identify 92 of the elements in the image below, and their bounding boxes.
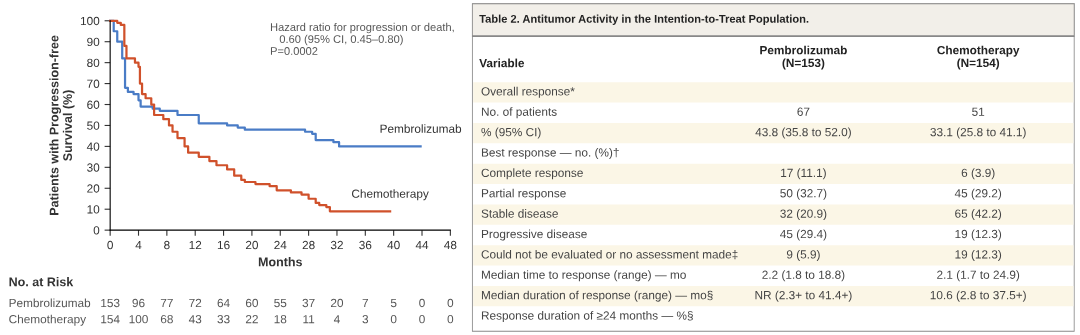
text: 33: [217, 315, 230, 324]
text: 43.8 (35.8 to 52.0): [755, 127, 851, 139]
x-tick-label: 28: [302, 240, 315, 250]
text: 154: [101, 315, 120, 324]
y-tick-label: 30: [87, 163, 100, 172]
y-tick-label: 50: [87, 121, 100, 130]
text: 100: [129, 315, 148, 324]
category-label: Could not be evaluated or no assessment made‡: [481, 249, 738, 260]
text: 11: [303, 315, 315, 324]
x-tick-label: 24: [274, 240, 287, 250]
x-tick-label: 44: [415, 241, 429, 250]
category-label: Partial response: [481, 188, 566, 200]
text: No. at Risk: [9, 277, 74, 287]
y-tick-label: 60: [87, 100, 100, 109]
x-tick-label: 12: [189, 240, 202, 250]
text: 10.6 (2.8 to 37.5+): [930, 290, 1026, 302]
text: 22: [245, 315, 258, 324]
y-tick-label: 10: [87, 205, 100, 214]
x-tick-label: 0: [107, 240, 113, 250]
y-tick-label: 40: [86, 142, 100, 151]
text: 33.1 (25.8 to 41.1): [930, 127, 1026, 139]
text: 32 (20.9): [780, 209, 827, 221]
text: 4: [333, 315, 340, 324]
category-label: No. of patients: [481, 107, 557, 119]
text: 43: [188, 315, 202, 324]
x-tick-label: 20: [245, 240, 259, 250]
text: 0: [390, 315, 397, 324]
text: 5: [390, 298, 397, 308]
x-tick-label: 16: [217, 240, 230, 250]
category-label: Chemotherapy: [9, 314, 87, 326]
text: 0: [447, 298, 454, 308]
x-tick-label: 4: [135, 241, 142, 250]
y-tick-label: 90: [87, 37, 100, 47]
text: 68: [160, 315, 173, 324]
series-label: Pembrolizumab: [380, 124, 462, 133]
text: 72: [189, 298, 202, 308]
category-label: % (95% CI): [481, 127, 541, 139]
category-label: Chemotherapy (N=154): [937, 45, 1020, 70]
text: 37: [302, 298, 315, 308]
text: Table 2. Antitumor Activity in the Intention-to-Treat Population.: [479, 14, 809, 25]
category-label: Overall response*: [481, 86, 575, 98]
text: Variable: [479, 58, 525, 68]
y-axis-title: Patients with Progression-free Survival (%): [49, 35, 75, 215]
category-label: Pembrolizumab (N=153): [760, 45, 847, 70]
text: 77: [160, 298, 173, 308]
text: 51: [972, 107, 985, 116]
category-label: Pembrolizumab: [9, 298, 91, 308]
y-tick-label: 80: [87, 58, 100, 68]
category-label: Response duration of ≥24 months — %§: [481, 311, 693, 323]
text: 0: [419, 298, 425, 308]
text: 45 (29.4): [780, 229, 827, 241]
category-label: Stable disease: [481, 209, 558, 218]
text: 9 (5.9): [786, 249, 820, 261]
text: 20: [330, 298, 344, 308]
y-tick-label: 0: [93, 226, 100, 235]
text: 2.1 (1.7 to 24.9): [937, 270, 1020, 282]
category-label: Best response — no. (%)†: [481, 147, 619, 159]
text: 64: [217, 298, 230, 308]
y-tick-label: 70: [87, 79, 100, 88]
y-tick-label: 20: [87, 184, 100, 193]
text: 18: [274, 315, 287, 324]
annotation: Hazard ratio for progression or death, 0.60 (95% CI, 0.45–0.80) P=0.0002: [270, 22, 454, 55]
text: 67: [797, 107, 810, 116]
x-tick-label: 32: [330, 240, 343, 250]
x-axis-title: Months: [258, 257, 302, 267]
text: 19 (12.3): [955, 249, 1002, 261]
series-label: Chemotherapy: [352, 189, 429, 201]
text: 65 (42.2): [955, 209, 1002, 221]
y-tick-label: 100: [80, 16, 100, 26]
text: 153: [101, 298, 120, 308]
category-label: Median duration of response (range) — mo§: [481, 290, 713, 302]
text: 0: [447, 315, 454, 324]
category-label: Progressive disease: [481, 229, 587, 241]
category-label: Median time to response (range) — mo: [481, 270, 686, 282]
category-label: Complete response: [481, 168, 583, 180]
text: 17 (11.1): [781, 168, 826, 180]
text: 6 (3.9): [961, 168, 995, 180]
text: 7: [362, 298, 368, 308]
text: 2.2 (1.8 to 18.8): [762, 270, 845, 282]
text: 55: [274, 298, 287, 308]
text: NR (2.3+ to 41.4+): [755, 290, 852, 302]
text: 50 (32.7): [780, 188, 827, 200]
text: 19 (12.3): [955, 229, 1002, 241]
x-tick-label: 8: [164, 240, 170, 250]
x-tick-label: 40: [387, 240, 400, 250]
text: 0: [419, 315, 425, 324]
x-tick-label: 48: [444, 240, 457, 250]
text: 45 (29.2): [954, 188, 1002, 200]
text: 3: [362, 315, 369, 324]
x-tick-label: 36: [359, 240, 372, 250]
text: 96: [132, 298, 145, 308]
text: 60: [245, 298, 259, 308]
